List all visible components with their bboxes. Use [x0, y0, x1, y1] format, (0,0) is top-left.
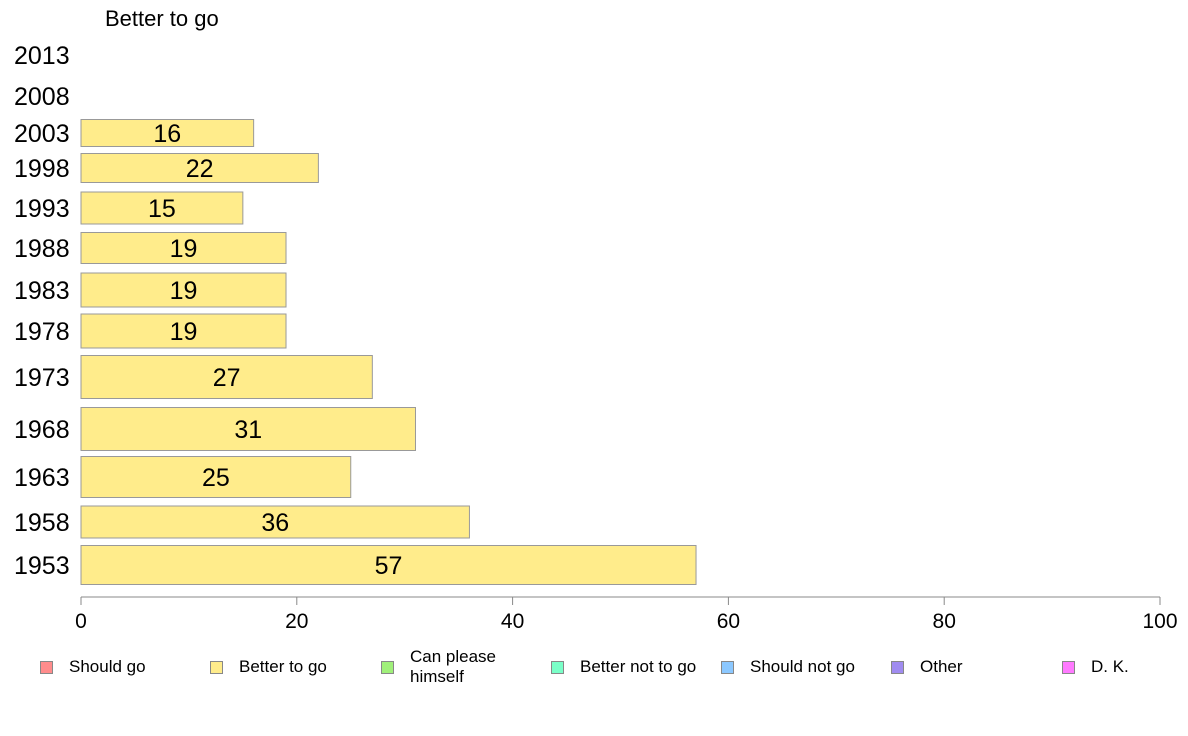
bar: [80, 456, 352, 498]
legend-item-can-please-himself: Can please himself: [381, 645, 510, 689]
bar-value-label: 36: [261, 509, 289, 537]
bar: [80, 153, 319, 183]
bar: [80, 505, 470, 539]
legend-label: Should go: [69, 657, 146, 676]
legend-item-better-to-go: Better to go: [210, 645, 349, 689]
year-label: 1998: [14, 155, 70, 183]
bar-value-label: 15: [148, 195, 176, 223]
year-label: 1968: [14, 416, 70, 444]
bar: [80, 407, 416, 451]
legend-swatch: [210, 660, 223, 674]
legend-swatch: [551, 660, 564, 674]
legend-item-other: Other: [891, 645, 1030, 689]
year-label: 1953: [14, 552, 70, 580]
legend-label: Better not to go: [580, 657, 697, 676]
legend-swatch: [1062, 660, 1075, 674]
legend-item-should-go: Should go: [40, 645, 179, 689]
year-label: 1963: [14, 464, 70, 492]
x-tick-label: 100: [1142, 610, 1177, 633]
bar-chart: 2013 2008 2003 16 1998 22 1993 15 1988 19 1983 19 19…: [14, 42, 1178, 633]
year-label: 1973: [14, 364, 70, 392]
panel-title: Better to go: [105, 6, 219, 31]
bar: [80, 313, 287, 349]
legend-label: Other: [920, 657, 963, 676]
legend-label: D. K.: [1091, 657, 1129, 676]
year-label: 1978: [14, 318, 70, 346]
year-label: 2003: [14, 120, 70, 148]
year-label: 1983: [14, 277, 70, 305]
x-tick-label: 20: [285, 610, 308, 633]
bar-value-label: 16: [153, 120, 181, 148]
legend: Should go Better to go Can please himsel…: [0, 645, 1188, 695]
legend-swatch: [721, 660, 734, 674]
x-tick-label: 40: [501, 610, 524, 633]
bar-value-label: 27: [213, 364, 241, 392]
legend-item-better-not-to-go: Better not to go: [551, 645, 720, 689]
bar: [80, 355, 373, 399]
bar-value-label: 22: [186, 155, 214, 183]
x-tick-label: 80: [933, 610, 956, 633]
bar-value-label: 19: [170, 235, 198, 263]
year-label: 1988: [14, 235, 70, 263]
bar: [80, 272, 287, 308]
bar-value-label: 19: [170, 318, 198, 346]
bar-value-label: 31: [234, 416, 262, 444]
legend-swatch: [40, 660, 53, 674]
year-label: 2013: [14, 42, 70, 70]
legend-label: Should not go: [750, 657, 855, 676]
bar: [80, 119, 255, 147]
legend-label: Better to go: [239, 657, 327, 676]
bar-value-label: 19: [170, 277, 198, 305]
year-label: 2008: [14, 83, 70, 111]
year-label: 1993: [14, 195, 70, 223]
legend-item-should-not-go: Should not go: [721, 645, 880, 689]
legend-label: Can please himself: [410, 647, 497, 686]
x-tick-label: 0: [75, 610, 87, 633]
legend-swatch: [891, 660, 904, 674]
year-label: 1958: [14, 509, 70, 537]
bar: [80, 545, 697, 585]
bar-value-label: 57: [375, 552, 403, 580]
legend-item-dk: D. K.: [1062, 645, 1181, 689]
bar-value-label: 25: [202, 464, 230, 492]
legend-swatch: [381, 660, 394, 674]
bar: [80, 191, 244, 225]
bar: [80, 232, 287, 264]
x-tick-label: 60: [717, 610, 740, 633]
